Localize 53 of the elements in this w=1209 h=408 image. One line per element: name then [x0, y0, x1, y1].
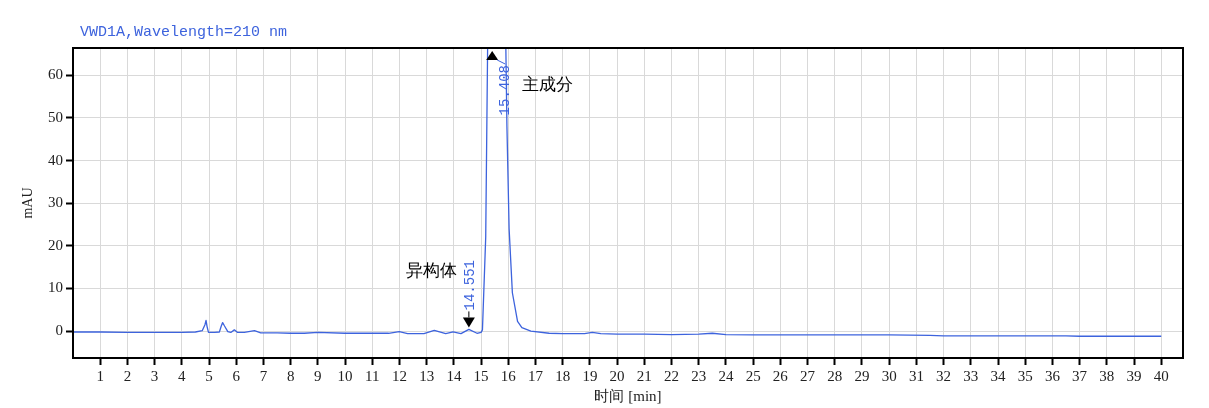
- x-tick-label: 17: [528, 367, 544, 384]
- x-tick-label: 38: [1099, 367, 1115, 384]
- x-tick-label: 3: [150, 367, 159, 384]
- x-tick-label: 15: [473, 367, 489, 384]
- x-tick-label: 40: [1153, 367, 1169, 384]
- x-tick-label: 7: [259, 367, 268, 384]
- x-tick-label: 25: [745, 367, 761, 384]
- x-tick-label: 14: [446, 367, 462, 384]
- x-tick-label: 30: [881, 367, 897, 384]
- x-tick-label: 31: [908, 367, 924, 384]
- chart-title: VWD1A,Wavelength=210 nm: [80, 23, 288, 41]
- y-tick-label: 10: [48, 279, 63, 296]
- annotation: 14.551: [461, 260, 478, 311]
- x-tick-label: 21: [636, 367, 652, 384]
- y-axis-title: mAU: [20, 187, 36, 219]
- y-tick-label: 40: [48, 151, 63, 168]
- x-tick-label: 26: [772, 367, 789, 384]
- x-tick-label: 27: [800, 367, 816, 384]
- x-tick-label: 11: [365, 367, 380, 384]
- x-axis-title: 时间 [min]: [594, 387, 662, 404]
- x-tick-label: 20: [609, 367, 625, 384]
- x-tick-label: 2: [123, 367, 132, 384]
- x-tick-label: 6: [232, 367, 241, 384]
- x-tick-label: 5: [205, 367, 213, 384]
- x-tick-label: 34: [990, 367, 1006, 384]
- y-tick-label: 0: [55, 322, 63, 339]
- x-tick-label: 10: [337, 367, 353, 384]
- x-tick-label: 33: [963, 367, 979, 384]
- x-tick-label: 39: [1126, 367, 1142, 384]
- y-tick-label: 30: [48, 194, 63, 211]
- x-tick-label: 35: [1017, 367, 1033, 384]
- y-tick-label: 60: [48, 66, 63, 83]
- x-tick-label: 29: [854, 367, 870, 384]
- x-tick-label: 1: [96, 367, 104, 384]
- y-tick-label: 20: [48, 236, 63, 253]
- x-tick-label: 19: [582, 367, 598, 384]
- annotation: 主成分: [522, 74, 574, 95]
- x-tick-label: 18: [555, 367, 571, 384]
- x-tick-label: 28: [827, 367, 843, 384]
- x-tick-label: 32: [936, 367, 952, 384]
- x-tick-label: 22: [664, 367, 680, 384]
- x-tick-label: 16: [500, 367, 517, 384]
- x-tick-label: 8: [286, 367, 295, 384]
- x-tick-label: 37: [1072, 367, 1088, 384]
- x-tick-label: 9: [314, 367, 322, 384]
- x-tick-label: 4: [178, 367, 187, 384]
- y-tick-label: 50: [48, 108, 63, 125]
- x-tick-label: 24: [718, 367, 734, 384]
- x-tick-label: 23: [691, 367, 707, 384]
- annotation: 异构体: [405, 260, 457, 281]
- x-tick-label: 13: [419, 367, 435, 384]
- x-tick-label: 12: [391, 367, 407, 384]
- x-tick-label: 36: [1044, 367, 1061, 384]
